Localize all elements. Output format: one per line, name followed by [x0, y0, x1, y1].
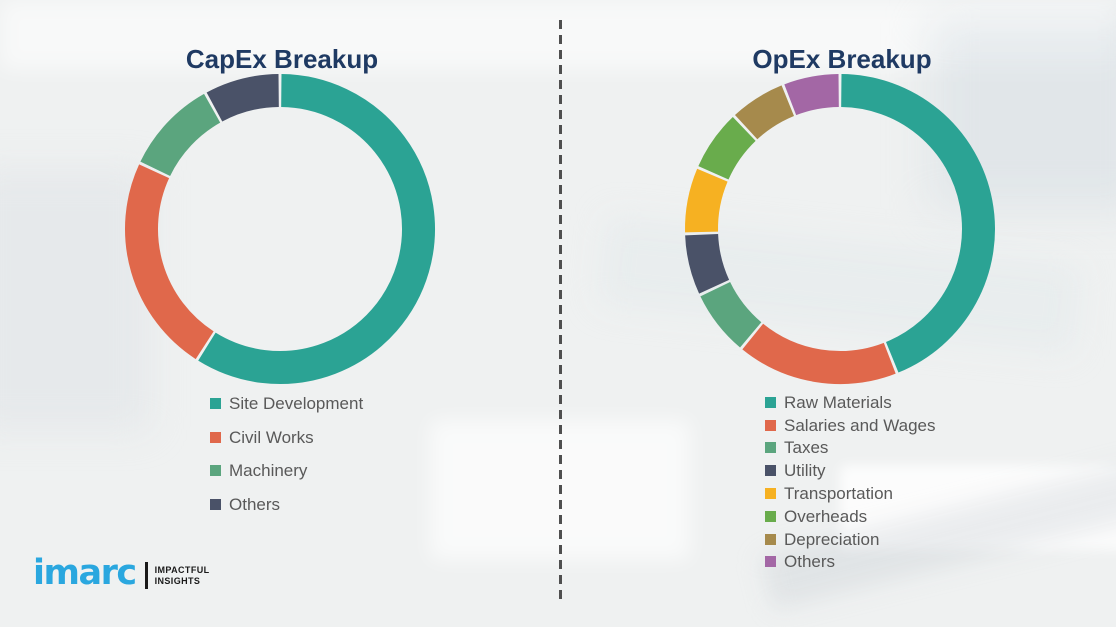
- legend-label: Raw Materials: [784, 392, 892, 412]
- legend-item-salaries-and-wages: Salaries and Wages: [765, 414, 936, 437]
- legend-item-depreciation: Depreciation: [765, 528, 936, 551]
- donut-segment-others: [206, 74, 280, 122]
- legend-swatch: [765, 442, 776, 454]
- legend-swatch: [765, 556, 776, 568]
- legend-swatch: [210, 498, 221, 510]
- legend-item-others: Others: [210, 488, 363, 522]
- legend-label: Utility: [784, 461, 826, 481]
- capex-donut-chart: [125, 74, 435, 384]
- legend-swatch: [210, 465, 221, 477]
- donut-segment-civil-works: [125, 164, 214, 360]
- legend-label: Others: [229, 494, 281, 514]
- capex-chart-title: CapEx Breakup: [185, 43, 379, 74]
- legend-label: Civil Works: [229, 427, 314, 447]
- legend-label: Transportation: [784, 484, 893, 504]
- legend-swatch: [765, 419, 776, 431]
- legend-label: Others: [784, 552, 836, 572]
- legend-item-transportation: Transportation: [765, 482, 936, 505]
- legend-item-civil-works: Civil Works: [210, 421, 363, 455]
- logo-tagline-line1: IMPACTFUL: [154, 564, 210, 575]
- imarc-logo-text: imarc: [33, 553, 137, 593]
- donut-segment-utility: [685, 233, 730, 294]
- legend-label: Depreciation: [784, 529, 880, 549]
- legend-swatch: [765, 488, 776, 500]
- opex-legend: Raw Materials Salaries and Wages Taxes Util…: [765, 391, 936, 573]
- legend-swatch: [765, 533, 776, 545]
- donut-segment-salaries-and-wages: [742, 323, 896, 384]
- legend-swatch: [765, 396, 776, 408]
- legend-label: Machinery: [229, 461, 308, 481]
- legend-swatch: [765, 510, 776, 522]
- legend-item-utility: Utility: [765, 459, 936, 482]
- donut-segment-taxes: [700, 281, 762, 348]
- donut-segment-site-development: [198, 74, 435, 384]
- logo-tagline-line2: INSIGHTS: [154, 575, 201, 586]
- opex-donut-chart: [685, 74, 995, 384]
- dashed-divider-line: [559, 20, 562, 603]
- donut-segment-raw-materials: [840, 74, 995, 373]
- legend-swatch: [210, 398, 221, 410]
- donut-segment-machinery: [140, 93, 221, 177]
- donut-segment-depreciation: [734, 85, 795, 140]
- donut-segment-overheads: [698, 117, 756, 180]
- legend-item-raw-materials: Raw Materials: [765, 391, 936, 414]
- legend-swatch: [765, 465, 776, 477]
- legend-label: Taxes: [784, 438, 829, 458]
- donut-segment-transportation: [685, 168, 728, 233]
- logo-tagline: IMPACTFUL INSIGHTS: [155, 565, 210, 587]
- legend-item-overheads: Overheads: [765, 505, 936, 528]
- logo-divider-bar: [144, 562, 148, 589]
- imarc-logo: imarc IMPACTFUL INSIGHTS: [33, 556, 210, 591]
- legend-item-others: Others: [765, 551, 936, 574]
- legend-item-machinery: Machinery: [210, 454, 363, 488]
- legend-item-site-development: Site Development: [210, 387, 363, 421]
- legend-label: Site Development: [229, 394, 364, 414]
- legend-item-taxes: Taxes: [765, 437, 936, 460]
- legend-label: Overheads: [784, 506, 868, 526]
- capex-legend: Site Development Civil Works Machinery Othe…: [210, 387, 363, 521]
- legend-label: Salaries and Wages: [784, 415, 936, 435]
- legend-swatch: [210, 431, 221, 443]
- opex-chart-title: OpEx Breakup: [752, 43, 932, 74]
- donut-segment-others: [784, 74, 840, 116]
